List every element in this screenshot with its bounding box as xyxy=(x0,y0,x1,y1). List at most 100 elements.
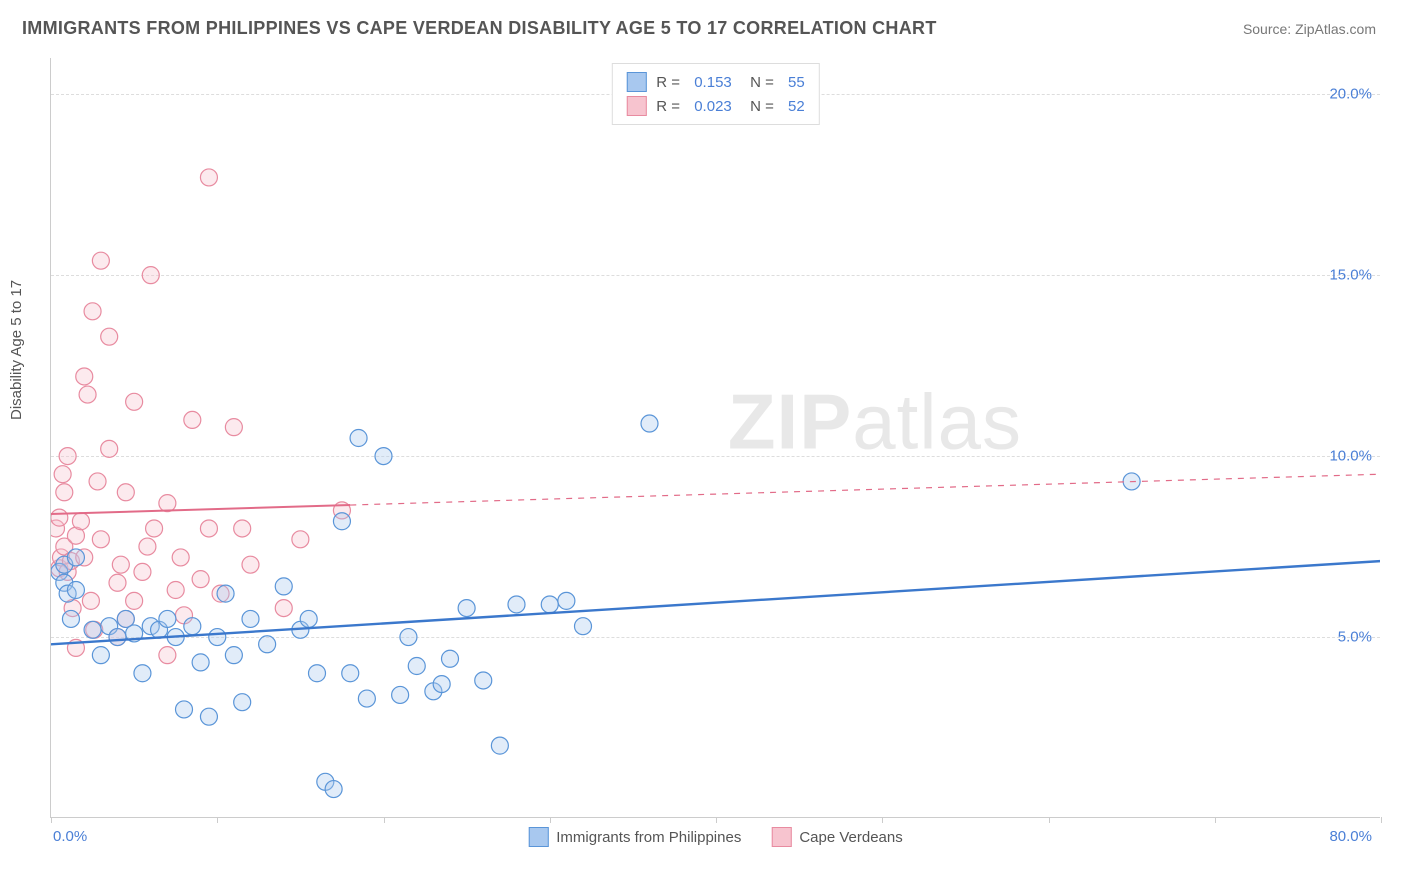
x-tick xyxy=(384,817,385,823)
data-point xyxy=(192,654,209,671)
data-point xyxy=(275,600,292,617)
data-point xyxy=(491,737,508,754)
data-point xyxy=(59,448,76,465)
data-point xyxy=(112,556,129,573)
x-tick-min: 0.0% xyxy=(53,828,87,845)
chart-title: IMMIGRANTS FROM PHILIPPINES VS CAPE VERD… xyxy=(22,18,937,39)
data-point xyxy=(458,600,475,617)
x-tick xyxy=(716,817,717,823)
data-point xyxy=(84,303,101,320)
data-point xyxy=(475,672,492,689)
x-tick xyxy=(217,817,218,823)
data-point xyxy=(67,549,84,566)
trend-line-extrapolated xyxy=(350,474,1380,505)
x-tick xyxy=(882,817,883,823)
data-point xyxy=(84,621,101,638)
legend-item-capeverdeans: Cape Verdeans xyxy=(771,827,902,847)
data-point xyxy=(51,509,68,526)
data-point xyxy=(89,473,106,490)
data-point xyxy=(234,694,251,711)
data-point xyxy=(408,658,425,675)
source-label: Source: ZipAtlas.com xyxy=(1243,21,1376,37)
x-tick xyxy=(1049,817,1050,823)
data-point xyxy=(225,419,242,436)
legend-swatch-philippines xyxy=(626,72,646,92)
data-point xyxy=(167,582,184,599)
data-point xyxy=(172,549,189,566)
data-point xyxy=(159,495,176,512)
legend-swatch-philippines-icon xyxy=(528,827,548,847)
x-tick-max: 80.0% xyxy=(1329,828,1372,845)
x-tick xyxy=(550,817,551,823)
data-point xyxy=(558,592,575,609)
data-point xyxy=(92,647,109,664)
data-point xyxy=(242,556,259,573)
data-point xyxy=(126,592,143,609)
data-point xyxy=(333,513,350,530)
data-point xyxy=(176,701,193,718)
data-point xyxy=(76,368,93,385)
data-point xyxy=(234,520,251,537)
data-point xyxy=(101,328,118,345)
data-point xyxy=(82,592,99,609)
data-point xyxy=(375,448,392,465)
data-point xyxy=(209,629,226,646)
data-point xyxy=(62,610,79,627)
data-point xyxy=(159,647,176,664)
data-point xyxy=(109,629,126,646)
data-point xyxy=(259,636,276,653)
data-point xyxy=(200,169,217,186)
data-point xyxy=(225,647,242,664)
data-point xyxy=(117,484,134,501)
x-tick xyxy=(1215,817,1216,823)
data-point xyxy=(139,538,156,555)
data-point xyxy=(575,618,592,635)
data-point xyxy=(67,582,84,599)
x-tick xyxy=(51,817,52,823)
data-point xyxy=(325,781,342,798)
data-point xyxy=(192,571,209,588)
data-point xyxy=(134,665,151,682)
data-point xyxy=(292,531,309,548)
data-point xyxy=(72,513,89,530)
data-point xyxy=(200,708,217,725)
data-point xyxy=(242,610,259,627)
data-point xyxy=(342,665,359,682)
data-point xyxy=(641,415,658,432)
data-point xyxy=(508,596,525,613)
data-point xyxy=(159,610,176,627)
legend-row-philippines: R = 0.153 N = 55 xyxy=(626,70,804,94)
legend-row-capeverdeans: R = 0.023 N = 52 xyxy=(626,94,804,118)
data-point xyxy=(126,393,143,410)
data-point xyxy=(309,665,326,682)
chart-plot-area: ZIPatlas R = 0.153 N = 55 R = 0.023 N = … xyxy=(50,58,1380,818)
data-point xyxy=(275,578,292,595)
legend-item-philippines: Immigrants from Philippines xyxy=(528,827,741,847)
data-point xyxy=(92,531,109,548)
series-legend: Immigrants from Philippines Cape Verdean… xyxy=(528,827,902,847)
data-point xyxy=(79,386,96,403)
data-point xyxy=(200,520,217,537)
data-point xyxy=(142,267,159,284)
data-point xyxy=(358,690,375,707)
data-point xyxy=(541,596,558,613)
data-point xyxy=(400,629,417,646)
data-point xyxy=(134,563,151,580)
legend-swatch-capeverdeans-icon xyxy=(771,827,791,847)
trend-line xyxy=(51,505,350,514)
y-axis-label: Disability Age 5 to 17 xyxy=(8,280,25,420)
data-point xyxy=(392,686,409,703)
data-point xyxy=(146,520,163,537)
x-tick xyxy=(1381,817,1382,823)
data-point xyxy=(350,430,367,447)
legend-swatch-capeverdeans xyxy=(626,96,646,116)
data-point xyxy=(442,650,459,667)
scatter-svg xyxy=(51,58,1380,817)
data-point xyxy=(217,585,234,602)
data-point xyxy=(184,618,201,635)
data-point xyxy=(101,440,118,457)
data-point xyxy=(184,411,201,428)
data-point xyxy=(54,466,71,483)
correlation-legend: R = 0.153 N = 55 R = 0.023 N = 52 xyxy=(611,63,819,125)
data-point xyxy=(300,610,317,627)
